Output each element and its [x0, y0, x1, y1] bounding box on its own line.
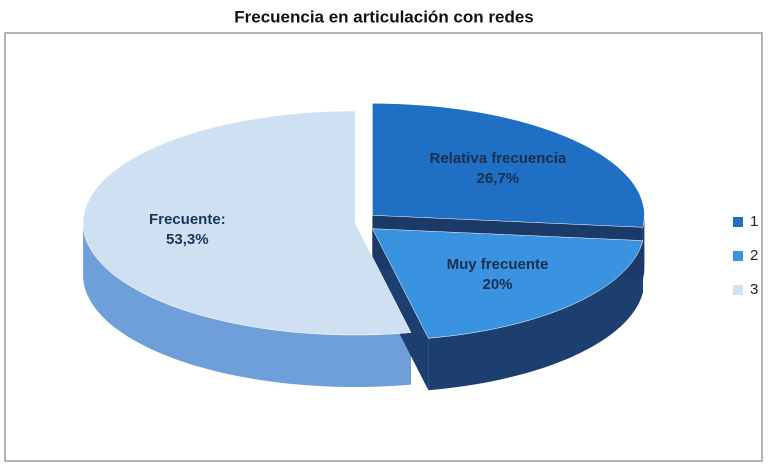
data-label: 53,3%	[166, 231, 209, 248]
chart-title: Frecuencia en articulación con redes	[234, 7, 534, 26]
legend-label: 3	[750, 281, 758, 298]
legend-swatch	[733, 217, 743, 227]
data-label: 26,7%	[477, 170, 520, 187]
data-label-name: Muy frecuente	[447, 256, 549, 273]
data-label-name: Relativa frecuencia	[430, 150, 567, 167]
data-label-name: Frecuente:	[149, 211, 226, 228]
slice-side	[642, 215, 645, 280]
slice	[82, 110, 412, 336]
slice	[372, 103, 645, 228]
legend-swatch	[733, 285, 743, 295]
data-label: 20%	[482, 276, 512, 293]
legend-label: 2	[750, 247, 758, 264]
slice	[371, 228, 644, 339]
legend-swatch	[733, 251, 743, 261]
slice-side	[428, 240, 643, 391]
slice-wall	[372, 228, 429, 391]
legend-label: 1	[750, 213, 758, 230]
slice-side	[83, 223, 411, 387]
